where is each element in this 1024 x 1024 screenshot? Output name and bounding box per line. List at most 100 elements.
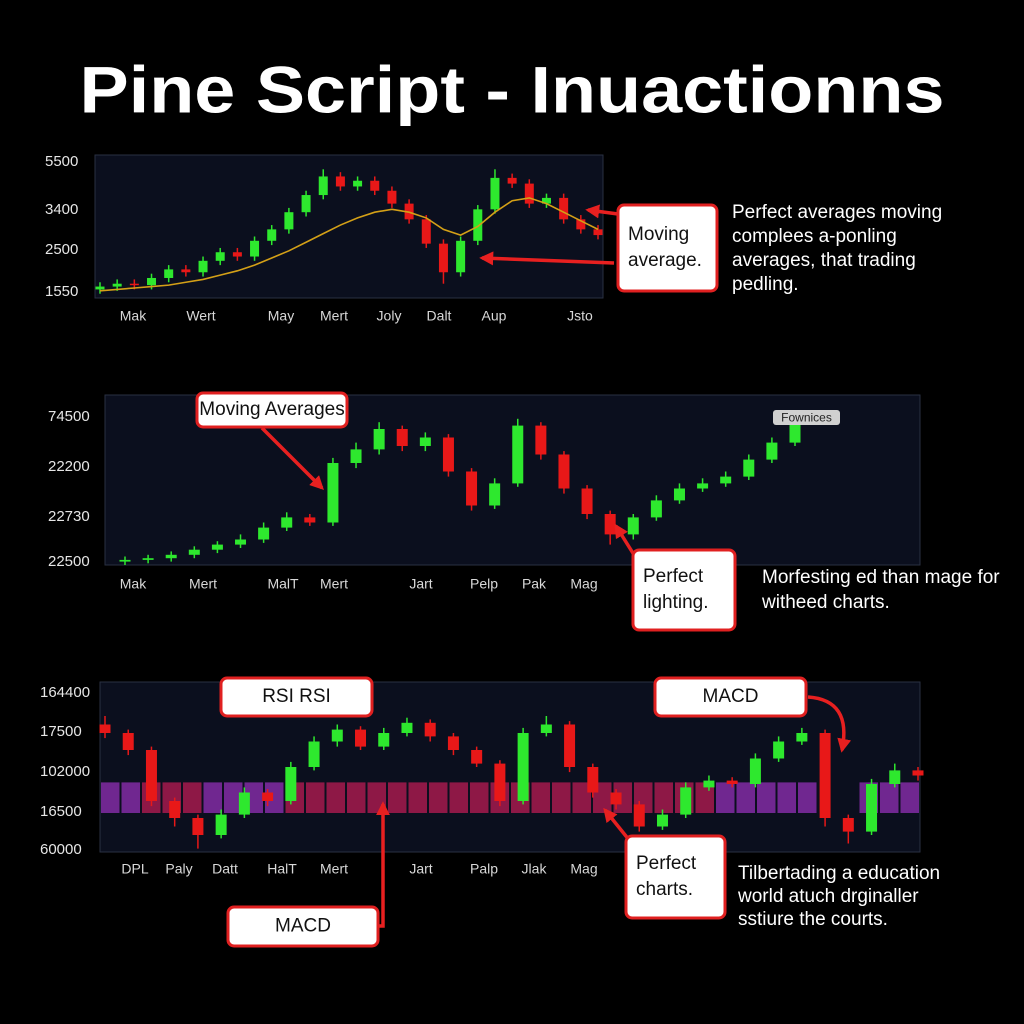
candle-body [353, 180, 363, 187]
candle-body [633, 804, 645, 827]
x-axis-label: Dalt [427, 308, 452, 324]
x-axis-label: Palp [470, 861, 498, 877]
y-axis-label: 22730 [48, 508, 90, 525]
candle-body [235, 539, 247, 545]
candle-body [842, 818, 854, 832]
candle-body [169, 801, 181, 818]
histogram-bar [265, 782, 284, 813]
callout-text: Moving [628, 224, 689, 245]
candle-body [558, 454, 570, 489]
x-axis-label: Mert [189, 576, 217, 592]
candle-body [494, 763, 506, 801]
candle-body [370, 180, 380, 191]
candle-body [198, 260, 208, 273]
plot-area [94, 154, 604, 299]
candle-body [215, 814, 227, 835]
histogram-bar [449, 782, 468, 813]
x-axis-label: Jsto [567, 308, 593, 324]
note-text: Tilbertading a education [738, 863, 940, 884]
callout-box [631, 548, 737, 632]
tag-text: Fownices [781, 411, 832, 425]
callout-text: average. [628, 250, 702, 271]
histogram-bar [736, 782, 755, 813]
candle-body [335, 176, 345, 187]
candle-body [238, 792, 250, 815]
x-axis-label: May [268, 308, 294, 324]
x-axis-label: Pak [522, 576, 547, 592]
candle-body [129, 283, 139, 286]
candle-body [301, 195, 311, 213]
candle-body [490, 177, 500, 210]
callout-box [195, 391, 349, 429]
candle-body [147, 277, 157, 286]
candle-body [512, 425, 524, 484]
histogram-bar [183, 782, 202, 813]
candle-body [122, 733, 134, 750]
histogram-bar [470, 782, 489, 813]
candle-body [819, 733, 831, 818]
y-axis-label: 102000 [40, 763, 90, 780]
x-axis-label: DPL [121, 861, 148, 877]
x-axis-label: Mak [120, 308, 147, 324]
histogram-bar [347, 782, 366, 813]
candle-body [250, 240, 260, 257]
x-axis-label: Aup [482, 308, 507, 324]
note-text: averages, that trading [732, 250, 916, 271]
x-axis-label: Wert [186, 308, 215, 324]
y-axis-label: 60000 [40, 841, 82, 858]
arrow [376, 801, 390, 928]
x-axis-label: HalT [267, 861, 297, 877]
candle-body [726, 780, 738, 784]
histogram-bar [716, 782, 735, 813]
x-axis-label: Jart [409, 576, 432, 592]
x-axis-label: Jart [409, 861, 432, 877]
candle-body [421, 219, 431, 244]
callout-box [226, 905, 380, 948]
y-axis-label: 3400 [45, 201, 78, 218]
candle-body [650, 500, 662, 518]
x-axis-label: Mert [320, 576, 348, 592]
histogram-bar [101, 782, 120, 813]
histogram-bar [757, 782, 776, 813]
arrow [807, 695, 852, 753]
candle-body [540, 724, 552, 733]
candle-body [215, 252, 225, 261]
note-text: sstiure the courts. [738, 909, 888, 930]
candle-body [610, 792, 622, 805]
candle-body [232, 252, 242, 257]
x-axis-label: Mak [120, 576, 147, 592]
x-axis-label: Joly [377, 308, 402, 324]
candle-body [284, 212, 294, 230]
candle-body [656, 814, 668, 827]
candle-body [373, 429, 385, 450]
y-axis-label: 2500 [45, 241, 78, 258]
candle-body [604, 514, 616, 535]
x-axis-label: Mag [570, 861, 597, 877]
candle-body [466, 471, 478, 506]
candle-body [181, 269, 191, 273]
arrow [479, 251, 615, 266]
histogram-bar [552, 782, 571, 813]
callout-box [624, 834, 727, 920]
candle-body [524, 183, 534, 204]
tag-box [773, 410, 840, 425]
histogram-bar [224, 782, 243, 813]
candle-body [489, 483, 501, 506]
candle-body [401, 722, 413, 733]
histogram-bar [531, 782, 550, 813]
histogram-bar [613, 782, 632, 813]
histogram-bar [777, 782, 796, 813]
candle-body [796, 733, 808, 742]
candle-body [188, 549, 200, 555]
candle-body [749, 758, 761, 784]
candle-body [262, 792, 274, 801]
candle-body [267, 229, 277, 241]
x-axis-label: Paly [165, 861, 192, 877]
y-axis-label: 164400 [40, 684, 90, 701]
candle-body [145, 750, 157, 801]
candle-body [720, 476, 732, 484]
callout-text: MACD [275, 916, 331, 937]
candle-body [559, 197, 569, 220]
candle-body [165, 554, 177, 559]
